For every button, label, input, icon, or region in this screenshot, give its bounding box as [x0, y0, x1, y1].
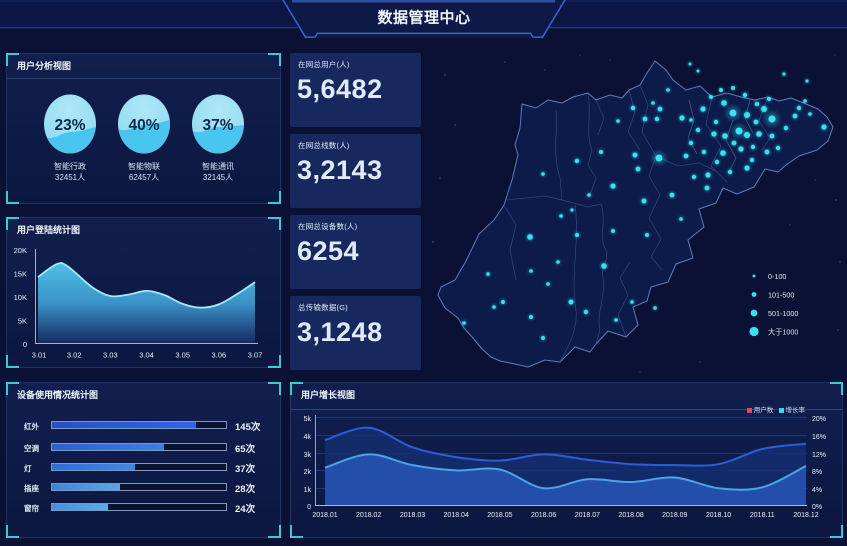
svg-text:2018.02: 2018.02	[356, 512, 381, 519]
svg-text:2018.08: 2018.08	[618, 512, 643, 519]
svg-text:2018.01: 2018.01	[312, 512, 337, 519]
svg-text:37%: 37%	[202, 117, 233, 134]
svg-text:0-100: 0-100	[768, 272, 786, 281]
svg-text:2018.10: 2018.10	[706, 512, 731, 519]
svg-text:5k: 5k	[304, 416, 312, 423]
svg-text:16%: 16%	[812, 434, 826, 441]
svg-text:数据管理中心: 数据管理中心	[377, 9, 470, 27]
svg-text:40%: 40%	[128, 117, 159, 134]
svg-text:2018.12: 2018.12	[793, 512, 818, 519]
svg-text:12%: 12%	[812, 452, 826, 459]
svg-text:4%: 4%	[812, 487, 822, 494]
svg-text:501-1000: 501-1000	[768, 309, 798, 318]
svg-text:5K: 5K	[18, 317, 27, 326]
svg-text:20%: 20%	[812, 416, 826, 423]
svg-text:23%: 23%	[54, 117, 85, 134]
svg-text:4k: 4k	[304, 434, 312, 441]
svg-text:大于1000: 大于1000	[768, 328, 798, 337]
svg-text:101-500: 101-500	[768, 291, 794, 300]
svg-text:2018.11: 2018.11	[750, 512, 775, 519]
svg-text:2018.05: 2018.05	[487, 512, 512, 519]
svg-text:3k: 3k	[304, 452, 312, 459]
svg-text:3.04: 3.04	[139, 351, 154, 360]
svg-text:2k: 2k	[304, 469, 312, 476]
svg-text:3.07: 3.07	[248, 351, 263, 360]
svg-text:0: 0	[23, 340, 27, 349]
svg-text:15K: 15K	[14, 270, 27, 279]
svg-text:2018.03: 2018.03	[400, 512, 425, 519]
svg-text:2018.04: 2018.04	[444, 512, 469, 519]
svg-text:8%: 8%	[812, 469, 822, 476]
svg-text:3.01: 3.01	[32, 351, 47, 360]
svg-text:2018.07: 2018.07	[575, 512, 600, 519]
svg-text:2018.09: 2018.09	[662, 512, 687, 519]
svg-text:20K: 20K	[14, 246, 27, 255]
svg-text:2018.06: 2018.06	[531, 512, 556, 519]
svg-text:0: 0	[307, 504, 311, 511]
svg-text:3.02: 3.02	[67, 351, 82, 360]
svg-text:3.06: 3.06	[211, 351, 226, 360]
svg-text:1k: 1k	[304, 487, 312, 494]
svg-text:0%: 0%	[812, 504, 822, 511]
svg-text:3.03: 3.03	[103, 351, 118, 360]
svg-text:10K: 10K	[14, 293, 27, 302]
svg-text:3.05: 3.05	[175, 351, 190, 360]
